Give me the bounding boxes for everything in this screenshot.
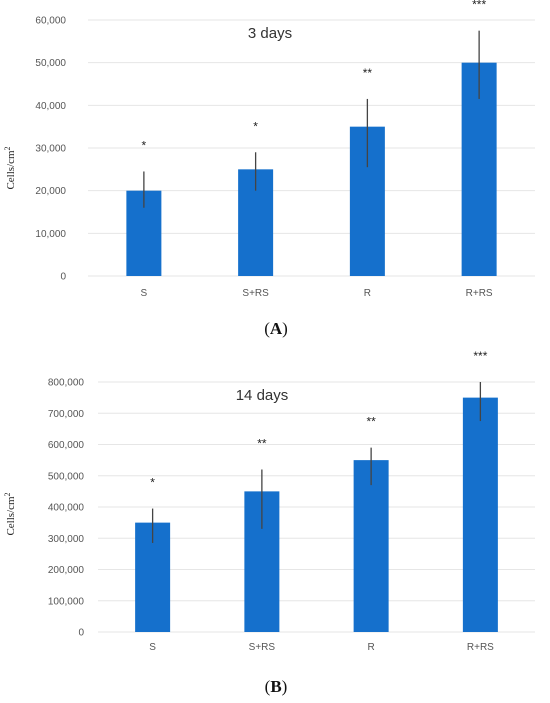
panel-label: (A) (264, 319, 288, 338)
chart-title: 3 days (248, 25, 292, 42)
significance-label: * (253, 119, 258, 133)
y-tick-label: 700,000 (48, 409, 85, 420)
y-tick-label: 600,000 (48, 440, 85, 451)
y-tick-label: 400,000 (48, 503, 85, 514)
bar-R (353, 460, 389, 632)
significance-label: ** (366, 415, 376, 429)
x-tick-label: R+RS (467, 642, 494, 653)
y-axis-label: Cells/cm2 (3, 492, 17, 535)
x-tick-label: R+RS (466, 288, 493, 299)
y-tick-label: 50,000 (35, 58, 66, 69)
y-tick-label: 100,000 (48, 596, 85, 607)
y-tick-label: 0 (78, 628, 84, 639)
x-tick-label: S (149, 642, 156, 653)
y-tick-label: 500,000 (48, 471, 85, 482)
x-tick-label: S+RS (242, 288, 269, 299)
significance-label: ** (257, 437, 267, 451)
chart-panel-1: 0 10,000 20,000 30,000 40,000 50,000 60,000 * S *… (3, 0, 535, 338)
y-tick-label: 10,000 (35, 229, 66, 240)
chart-panel-2: 0 100,000 200,000 300,000 400,000 500,000 600,… (3, 349, 535, 696)
y-axis-label: Cells/cm2 (3, 146, 17, 189)
panel-label: (B) (265, 677, 288, 696)
y-tick-label: 300,000 (48, 534, 85, 545)
significance-label: * (142, 138, 147, 152)
significance-label: *** (473, 349, 487, 363)
x-tick-label: S (141, 288, 148, 299)
significance-label: * (150, 476, 155, 490)
y-tick-label: 200,000 (48, 565, 85, 576)
y-tick-label: 20,000 (35, 186, 66, 197)
y-tick-label: 800,000 (48, 378, 85, 389)
chart-title: 14 days (236, 387, 289, 404)
y-tick-label: 0 (60, 272, 66, 283)
y-tick-label: 30,000 (35, 144, 66, 155)
x-tick-label: R (364, 288, 371, 299)
y-tick-label: 60,000 (35, 16, 66, 27)
significance-label: ** (363, 66, 373, 80)
bar-R+RS (462, 397, 498, 632)
x-tick-label: S+RS (249, 642, 276, 653)
significance-label: *** (472, 0, 486, 12)
y-tick-label: 40,000 (35, 101, 66, 112)
x-tick-label: R (368, 642, 375, 653)
